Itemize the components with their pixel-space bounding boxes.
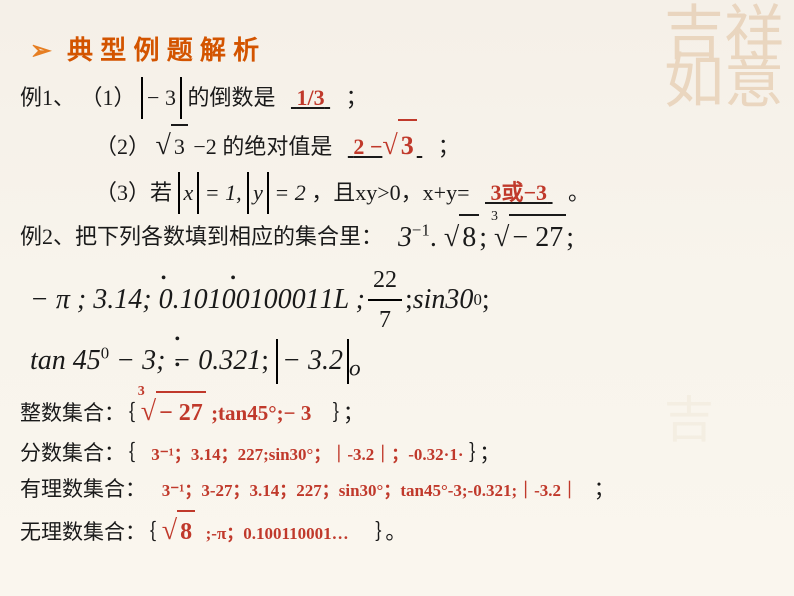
frac-bot: 7 (368, 301, 402, 339)
ex1-p2-text: 的绝对值是 (222, 134, 332, 159)
ex2-first-nums: 3−1. √8; 3√− 27; (388, 214, 574, 261)
watermark: 吉 (664, 380, 714, 452)
semi-3: ; (405, 278, 413, 323)
ans-1: 1/3 (296, 85, 324, 110)
int-close: ｝； (332, 401, 364, 425)
neg-pi-314: − π ; 3.14; (30, 278, 152, 323)
cuberoot-neg27: 3√− 27 (494, 214, 566, 261)
example-2-label: 例2、把下列各数填到相应的集合里： 3−1. √8; 3√− 27; (20, 214, 774, 261)
header-title: 典 型 例 题 解 析 (67, 35, 259, 65)
sub-o: o (349, 356, 361, 382)
sqrt3-expr: √3 (156, 119, 188, 172)
example-1-part-1: 例1、 （1） − 3 的倒数是 1/3 ； (20, 77, 774, 119)
irrational-set: 无理数集合：｛ √8 ;-π；0.100110001… ｝。 (20, 507, 774, 555)
sqrt8: √8 (444, 214, 479, 261)
int-label: 整数集合：｛ (20, 401, 136, 425)
ex1-p1-open: （1） (81, 85, 136, 110)
int-ans: ;tan45°;− 3 (211, 401, 311, 425)
ans-2-sqrt: √3 (382, 119, 416, 172)
minus-2: −2 (193, 134, 216, 159)
frac-label: 分数集合：｛ (20, 441, 136, 465)
ans-3: 3或−3 (491, 180, 548, 205)
eq2: = 2 (274, 180, 305, 205)
pattern-num: 0.1010010001 (159, 278, 320, 323)
frac-top: 22 (368, 261, 402, 301)
blank-3: 3或−3 (475, 180, 563, 205)
semi-4: ; (482, 278, 490, 323)
blank-2: 2 −√3 (338, 134, 432, 159)
irr-label: 无理数集合：｛ (20, 520, 157, 544)
sin30: sin30 (413, 278, 474, 323)
ex1-p1-end: ； (346, 85, 368, 110)
tan-sup: 0 (101, 344, 109, 363)
dot: . (430, 222, 437, 253)
minus-3: − 3; (116, 345, 165, 376)
fraction-set: 分数集合：｛ 3⁻¹；3.14；227;sin30°；｜-3.2｜；-0.32·… (20, 436, 774, 472)
semi-2: ; (566, 222, 574, 253)
content-area: 例1、 （1） − 3 的倒数是 1/3 ； （2） √3 −2 的绝对值是 2… (0, 77, 794, 555)
example-1-part-3: （3）若 x = 1, y = 2 ，且xy>0，x+y= 3或−3 。 (20, 172, 774, 214)
example-1-part-2: （2） √3 −2 的绝对值是 2 −√3 ； (20, 119, 774, 172)
irr-ans: ;-π；0.100110001… (206, 524, 349, 543)
ans-2-pre: 2 − (353, 134, 382, 159)
frac-close: ｝； (469, 441, 501, 465)
ex1-p2-open: （2） (95, 134, 150, 159)
sin-sup: 0 (473, 287, 481, 314)
integer-set: 整数集合：｛ 3√− 27 ;tan45°;− 3 ｝； (20, 388, 774, 436)
ex1-label: 例1、 (20, 85, 75, 110)
frac-ans: 3⁻¹；3.14；227;sin30°；｜-3.2｜；-0.32·1· (151, 445, 463, 464)
semi-1: ; (479, 222, 487, 253)
rat-close: ； (594, 477, 615, 501)
abs-neg3: − 3 (141, 77, 182, 119)
neg-0321: − 0.321 (172, 339, 261, 384)
rat-label: 有理数集合： (20, 477, 146, 501)
rat-ans: 3⁻¹；3-27；3.14；227；sin30°；tan45°-3;-0.321… (162, 481, 578, 500)
numbers-row-3: tan 450 − 3; − 0.321; − 3.2o (20, 339, 774, 388)
irr-close: ｝。 (375, 520, 407, 544)
blank-1: 1/3 (281, 85, 340, 110)
ex1-p3-open: （3）若 (95, 180, 172, 205)
abs-y: y (247, 172, 269, 214)
irr-sqrt8: √8 (162, 507, 195, 555)
ex1-p3-text: ，且xy>0，x+y= (311, 180, 469, 205)
sup-neg1: −1 (412, 220, 430, 239)
abs-neg32: − 3.2 (276, 339, 349, 384)
ex2-label-text: 例2、把下列各数填到相应的集合里： (20, 216, 383, 258)
tan45: tan 45 (30, 345, 101, 376)
eq1: = 1, (205, 180, 242, 205)
ex1-p3-end: 。 (568, 180, 590, 205)
ex1-p1-text: 的倒数是 (187, 85, 275, 110)
abs-x: x (178, 172, 200, 214)
ex1-p2-end: ； (438, 134, 460, 159)
one-L: 1L ; (320, 278, 365, 323)
frac-22-7: 22 7 (368, 261, 402, 340)
n-3: 3 (398, 222, 412, 253)
chevron-icon: ➢ (30, 35, 52, 65)
numbers-row-2: − π ; 3.14; 0.1010010001 1L ; 22 7 ; sin… (20, 261, 774, 340)
rational-set: 有理数集合： 3⁻¹；3-27；3.14；227；sin30°；tan45°-3… (20, 472, 774, 508)
int-cuberoot: 3√− 27 (141, 388, 206, 436)
